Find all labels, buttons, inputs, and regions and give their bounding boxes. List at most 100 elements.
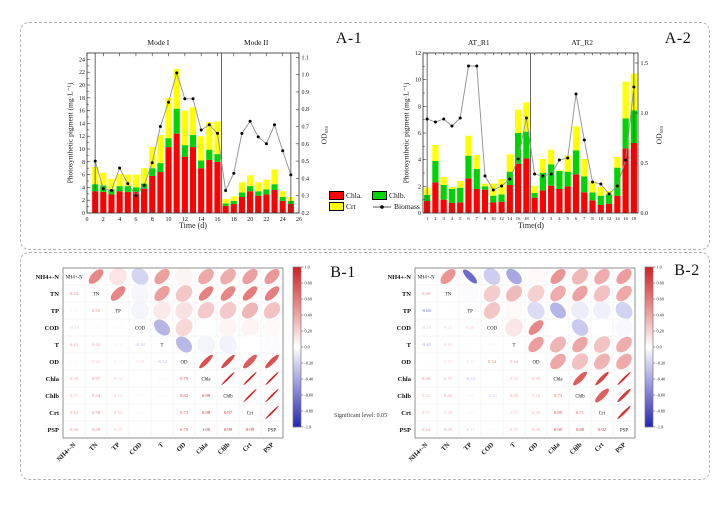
- corr-ellipse: [571, 353, 589, 370]
- svg-text:0.2: 0.2: [302, 211, 310, 217]
- significance-note: Significant level: 0.05: [334, 413, 388, 419]
- svg-text:12: 12: [182, 217, 188, 223]
- corr-ellipse: [175, 336, 193, 353]
- svg-text:0.5: 0.5: [302, 159, 310, 165]
- corr-value: 0.85: [554, 410, 563, 415]
- corr-value: 0.38: [532, 427, 541, 432]
- corr-value: 0.03: [466, 342, 475, 347]
- colorbar-tick-label: 0.20: [657, 329, 664, 334]
- colorbar-tick-label: -1.0: [657, 425, 664, 430]
- svg-text:1.0: 1.0: [302, 73, 310, 79]
- corr-ellipse: [174, 267, 194, 286]
- bar-segment-chlb: [165, 138, 172, 148]
- corr-ellipse: [264, 268, 280, 285]
- bar-segment-chla: [448, 203, 456, 213]
- bar-segment-chla: [279, 200, 286, 213]
- svg-text:Chla: Chla: [398, 376, 412, 383]
- corr-value: 0.37: [422, 410, 431, 415]
- corr-ellipse: [572, 336, 588, 353]
- corr-value: -0.03: [487, 427, 497, 432]
- bar-segment-chlb: [531, 193, 538, 198]
- corr-value: 0.99: [224, 427, 233, 432]
- corr-value: 0.73: [554, 393, 563, 398]
- corr-value: 0.21: [444, 359, 453, 364]
- svg-text:6: 6: [418, 131, 421, 137]
- corr-value: 0.79: [180, 376, 189, 381]
- corr-ellipse: [263, 302, 281, 319]
- corr-ellipse: [573, 371, 587, 386]
- corr-ellipse: [196, 318, 216, 337]
- corr-ellipse: [592, 318, 612, 337]
- svg-text:12: 12: [415, 51, 421, 57]
- panel-a-container: [20, 22, 710, 250]
- matrix-ellipses: [88, 267, 282, 420]
- matrix-grid: [63, 268, 283, 438]
- legend-row-1: Chla. Chlb.: [329, 190, 420, 201]
- legend-label-biomass: Biomass: [394, 202, 420, 211]
- bar-segment-chla: [157, 172, 164, 213]
- corr-value: 0.44: [510, 359, 519, 364]
- svg-text:16: 16: [214, 217, 220, 223]
- svg-text:20: 20: [79, 83, 85, 89]
- svg-text:6: 6: [575, 216, 578, 221]
- chlb-swatch: [372, 191, 387, 200]
- corr-value: 0.99: [246, 427, 255, 432]
- svg-text:6: 6: [134, 217, 137, 223]
- svg-text:TP: TP: [111, 441, 122, 452]
- svg-text:4: 4: [558, 216, 561, 221]
- bar-segment-chlb: [181, 145, 188, 157]
- bar-segment-crt: [132, 174, 139, 188]
- corr-ellipse: [616, 268, 632, 285]
- corr-value: 0.92: [598, 427, 607, 432]
- biomass-point: [599, 182, 603, 186]
- bar-segment-chlb: [473, 169, 480, 189]
- bar-segment-chlb: [589, 192, 596, 201]
- bar-segment-chla: [189, 147, 197, 213]
- bar-segment-chlb: [157, 163, 164, 173]
- corr-value: 0.00: [136, 376, 145, 381]
- svg-text:8: 8: [591, 216, 594, 221]
- svg-text:14: 14: [198, 217, 204, 223]
- svg-text:10: 10: [415, 78, 421, 84]
- svg-text:TN: TN: [50, 291, 59, 298]
- bar-segment-crt: [589, 181, 596, 193]
- corr-value: 0.10: [114, 342, 123, 347]
- bar-segment-chlb: [173, 108, 180, 134]
- bar-segment-chla: [124, 191, 131, 213]
- svg-text:18: 18: [632, 216, 637, 221]
- svg-text:Chlb: Chlb: [397, 393, 411, 400]
- svg-text:0.9: 0.9: [302, 90, 310, 96]
- corr-value: 0.54: [70, 291, 79, 296]
- corr-ellipse: [595, 371, 609, 386]
- bar-segment-crt: [622, 81, 629, 119]
- svg-text:OD: OD: [533, 360, 540, 365]
- svg-text:16: 16: [623, 216, 628, 221]
- corr-ellipse: [614, 318, 634, 337]
- panel-label-b2: B-2: [674, 262, 700, 279]
- corr-ellipse: [154, 268, 170, 285]
- corr-value: 0.27: [510, 410, 519, 415]
- svg-text:PSP: PSP: [268, 428, 276, 433]
- svg-text:TP: TP: [463, 441, 474, 452]
- svg-text:Crt: Crt: [247, 411, 254, 416]
- bar-segment-chlb: [255, 191, 262, 196]
- corr-ellipse: [617, 388, 631, 403]
- svg-text:8: 8: [418, 104, 421, 110]
- bar-segment-crt: [255, 182, 262, 192]
- bar-segment-chla: [238, 197, 245, 213]
- svg-text:7: 7: [583, 216, 586, 221]
- bar-segment-chla: [581, 192, 588, 213]
- corr-value: 0.48: [422, 376, 431, 381]
- biomass-point: [533, 172, 537, 176]
- bar-segment-chlb: [132, 187, 139, 192]
- bar-segment-chla: [247, 191, 254, 213]
- corr-ellipse: [197, 302, 215, 319]
- colorbar-tick-label: 0.0: [657, 345, 662, 350]
- corr-ellipse: [526, 267, 546, 286]
- bar-segment-crt: [247, 175, 254, 187]
- svg-text:10: 10: [491, 216, 496, 221]
- corr-value: 0.98: [202, 410, 211, 415]
- biomass-point: [199, 128, 203, 132]
- bar-segment-chla: [457, 202, 464, 213]
